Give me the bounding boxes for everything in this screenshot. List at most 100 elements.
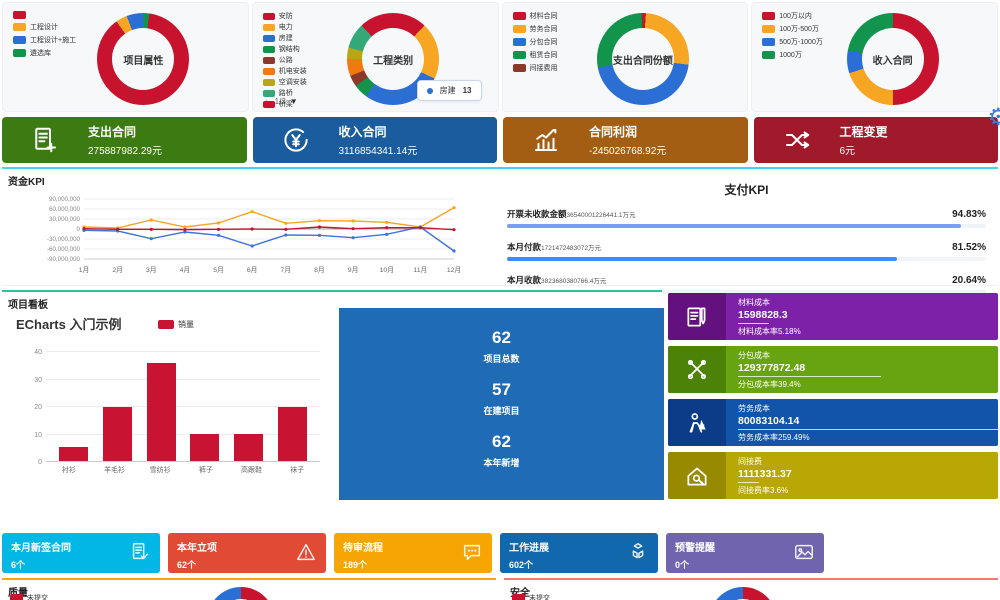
stat-label: 在建项目 — [483, 406, 520, 416]
legend-item[interactable]: 钢结构 — [262, 44, 307, 54]
donut-chart-income-contract[interactable]: 收入合同 — [846, 13, 939, 105]
legend-item[interactable]: 100万以内 — [762, 11, 823, 21]
legend-label: 桥梁 — [278, 101, 293, 108]
card-title: 本年立项 — [177, 543, 217, 554]
chart-growth-icon — [503, 125, 589, 155]
bottom-section-row: 质量 未提交驳回未整改 安全 未提交驳回未整改 — [2, 578, 998, 600]
cost-card-material[interactable]: 材料成本 1598828.3 材料成本率5.18% — [668, 293, 998, 340]
crossed-tools-icon — [668, 346, 726, 393]
legend-item[interactable]: 房建 — [262, 33, 307, 43]
svg-text:10月: 10月 — [380, 266, 394, 274]
kpi-card-expense-contract[interactable]: 支出合同 275887982.29元 — [2, 117, 247, 163]
donut-title: 项目属性 — [123, 55, 164, 67]
cost-progress-line — [738, 482, 759, 483]
kpi-title: 合同利润 — [589, 125, 638, 139]
kpi-card-income-contract[interactable]: 收入合同 3116854341.14元 — [252, 117, 497, 163]
bar[interactable] — [190, 433, 220, 461]
kpi-card-contract-profit[interactable]: 合同利润 -245026768.92元 — [503, 117, 748, 163]
svg-text:12月: 12月 — [447, 266, 461, 274]
picture-icon — [793, 541, 815, 563]
legend-label: 房建 — [278, 35, 293, 42]
legend-item[interactable]: 电力 — [262, 22, 307, 32]
legend-label: 遴选库 — [30, 50, 51, 57]
chart-panel-income-contract[interactable]: 100万以内 100万-500万 500万-1000万 1000万 收入合同 — [751, 2, 998, 112]
cost-rate: 间接费率3.6% — [738, 486, 789, 495]
project-stats-panel[interactable]: 62 项目总数 57 在建项目 62 本年新增 — [339, 308, 664, 500]
legend-item[interactable]: 工程设计+施工 — [13, 35, 76, 45]
legend-item[interactable]: 1000万 — [762, 50, 823, 60]
pay-kpi-panel: 支付KPI 开票未收款金额36540001226441.1万元 94.83% 本… — [507, 181, 986, 307]
legend-item[interactable]: 路桥 — [262, 88, 307, 98]
bar[interactable] — [233, 433, 263, 461]
legend-swatch — [13, 11, 26, 19]
legend-item[interactable]: 100万-500万 — [762, 24, 823, 34]
legend-swatch — [762, 38, 776, 46]
sales-bar-chart[interactable]: 0 10 20 30 40 衬衫 羊毛衫 雪纺衫 裤子 高跟鞋 袜子 — [20, 349, 320, 475]
card-projects-this-year[interactable]: 本年立项 62个 — [168, 533, 326, 573]
legend-item[interactable]: 工程设计 — [13, 22, 76, 32]
bar[interactable] — [277, 406, 307, 461]
legend-label: 租赁合同 — [529, 52, 558, 59]
donut-chart-project-attribute[interactable]: 项目属性 — [97, 13, 190, 105]
echarts-demo-title: ECharts 入门示例 — [16, 317, 122, 332]
y-axis-tick-label: 30 — [34, 376, 42, 384]
donut-chart-expense-share[interactable]: 支出合同份额 — [596, 13, 689, 105]
svg-text:11月: 11月 — [413, 266, 427, 274]
legend-item[interactable]: 分包合同 — [512, 37, 558, 47]
pay-row-percent: 20.64% — [952, 275, 986, 286]
legend-item[interactable]: 500万-1000万 — [762, 37, 823, 47]
cost-title: 分包成本 — [738, 351, 770, 360]
pay-row-percent: 94.83% — [952, 209, 986, 220]
svg-text:90,000,000: 90,000,000 — [49, 196, 81, 203]
cost-rate: 劳务成本率259.49% — [738, 433, 810, 442]
bar-legend-sales[interactable]: 销量 — [158, 319, 194, 330]
card-new-contracts-month[interactable]: 本月新签合同 6个 — [2, 533, 160, 573]
svg-text:6月: 6月 — [247, 266, 258, 274]
legend-item[interactable]: 未提交 — [512, 593, 550, 600]
legend-item[interactable]: 劳务合同 — [512, 24, 558, 34]
cubes-icon — [627, 541, 649, 563]
bar[interactable] — [146, 362, 176, 461]
fund-kpi-section: 资金KPI 90,000,000 60,000,000 30,000,000 0 -30… — [2, 167, 998, 294]
chart-panel-project-attribute[interactable]: 工程设计工程设计+施工遴选库 项目属性 — [2, 2, 249, 112]
legend-item[interactable] — [13, 11, 76, 19]
legend-item[interactable]: 材料合同 — [512, 11, 558, 21]
legend-item[interactable]: 桥梁 — [262, 99, 307, 109]
legend-swatch — [262, 12, 275, 20]
bar[interactable] — [59, 447, 89, 461]
legend-item[interactable]: 机电安装 — [262, 66, 307, 76]
svg-text:-90,000,000: -90,000,000 — [47, 256, 81, 263]
legend-label: 公路 — [278, 57, 293, 64]
cost-card-indirect[interactable]: 间接费 1111331.37 间接费率3.6% — [668, 452, 998, 499]
card-warning-reminder[interactable]: 预警提醒 0个 — [666, 533, 824, 573]
pay-row-value: 36540001226441.1万元 — [566, 212, 636, 219]
legend-swatch — [512, 12, 526, 20]
chart-panel-expense-share[interactable]: 材料合同劳务合同分包合同租赁合同间接费用 支出合同份额 — [501, 2, 749, 112]
settings-gear-icon[interactable]: ⚙ — [987, 104, 1000, 131]
legend-item[interactable]: 间接费用 — [512, 63, 558, 73]
legend-item[interactable]: 遴选库 — [13, 48, 76, 58]
legend-item[interactable]: 空调安装 — [262, 77, 307, 87]
legend-item[interactable]: 公路 — [262, 55, 307, 65]
legend-item[interactable]: 安防 — [262, 11, 307, 21]
card-work-progress[interactable]: 工作进展 602个 — [500, 533, 658, 573]
cost-card-subcontract[interactable]: 分包成本 129377872.48 分包成本率39.4% — [668, 346, 998, 393]
kpi-card-project-change[interactable]: 工程变更 6元 — [753, 117, 998, 163]
pay-row-label: 本月付款1721472483072万元 — [507, 242, 602, 252]
legend-page-down-icon[interactable]: ▼ — [289, 97, 298, 106]
legend-swatch — [512, 38, 526, 46]
pay-row-value: 1721472483072万元 — [541, 245, 602, 252]
bar[interactable] — [102, 406, 132, 461]
worker-icon — [668, 399, 726, 446]
svg-text:-30,000,000: -30,000,000 — [47, 236, 81, 243]
cost-card-labor[interactable]: 劳务成本 80083104.14 劳务成本率259.49% — [668, 399, 998, 446]
svg-text:4月: 4月 — [180, 266, 191, 274]
legend-item[interactable]: 租赁合同 — [512, 50, 558, 60]
svg-text:3月: 3月 — [146, 266, 157, 274]
legend-swatch — [262, 100, 275, 108]
legend-item[interactable]: 未提交 — [10, 593, 48, 600]
fund-kpi-line-chart[interactable]: 90,000,000 60,000,000 30,000,000 0 -30,000,0… — [12, 193, 472, 287]
card-pending-approvals[interactable]: 待审流程 189个 — [334, 533, 492, 573]
top-chart-row: 工程设计工程设计+施工遴选库 项目属性 安防 电力房建钢结构公路机电安装 空调安装路… — [2, 2, 998, 112]
